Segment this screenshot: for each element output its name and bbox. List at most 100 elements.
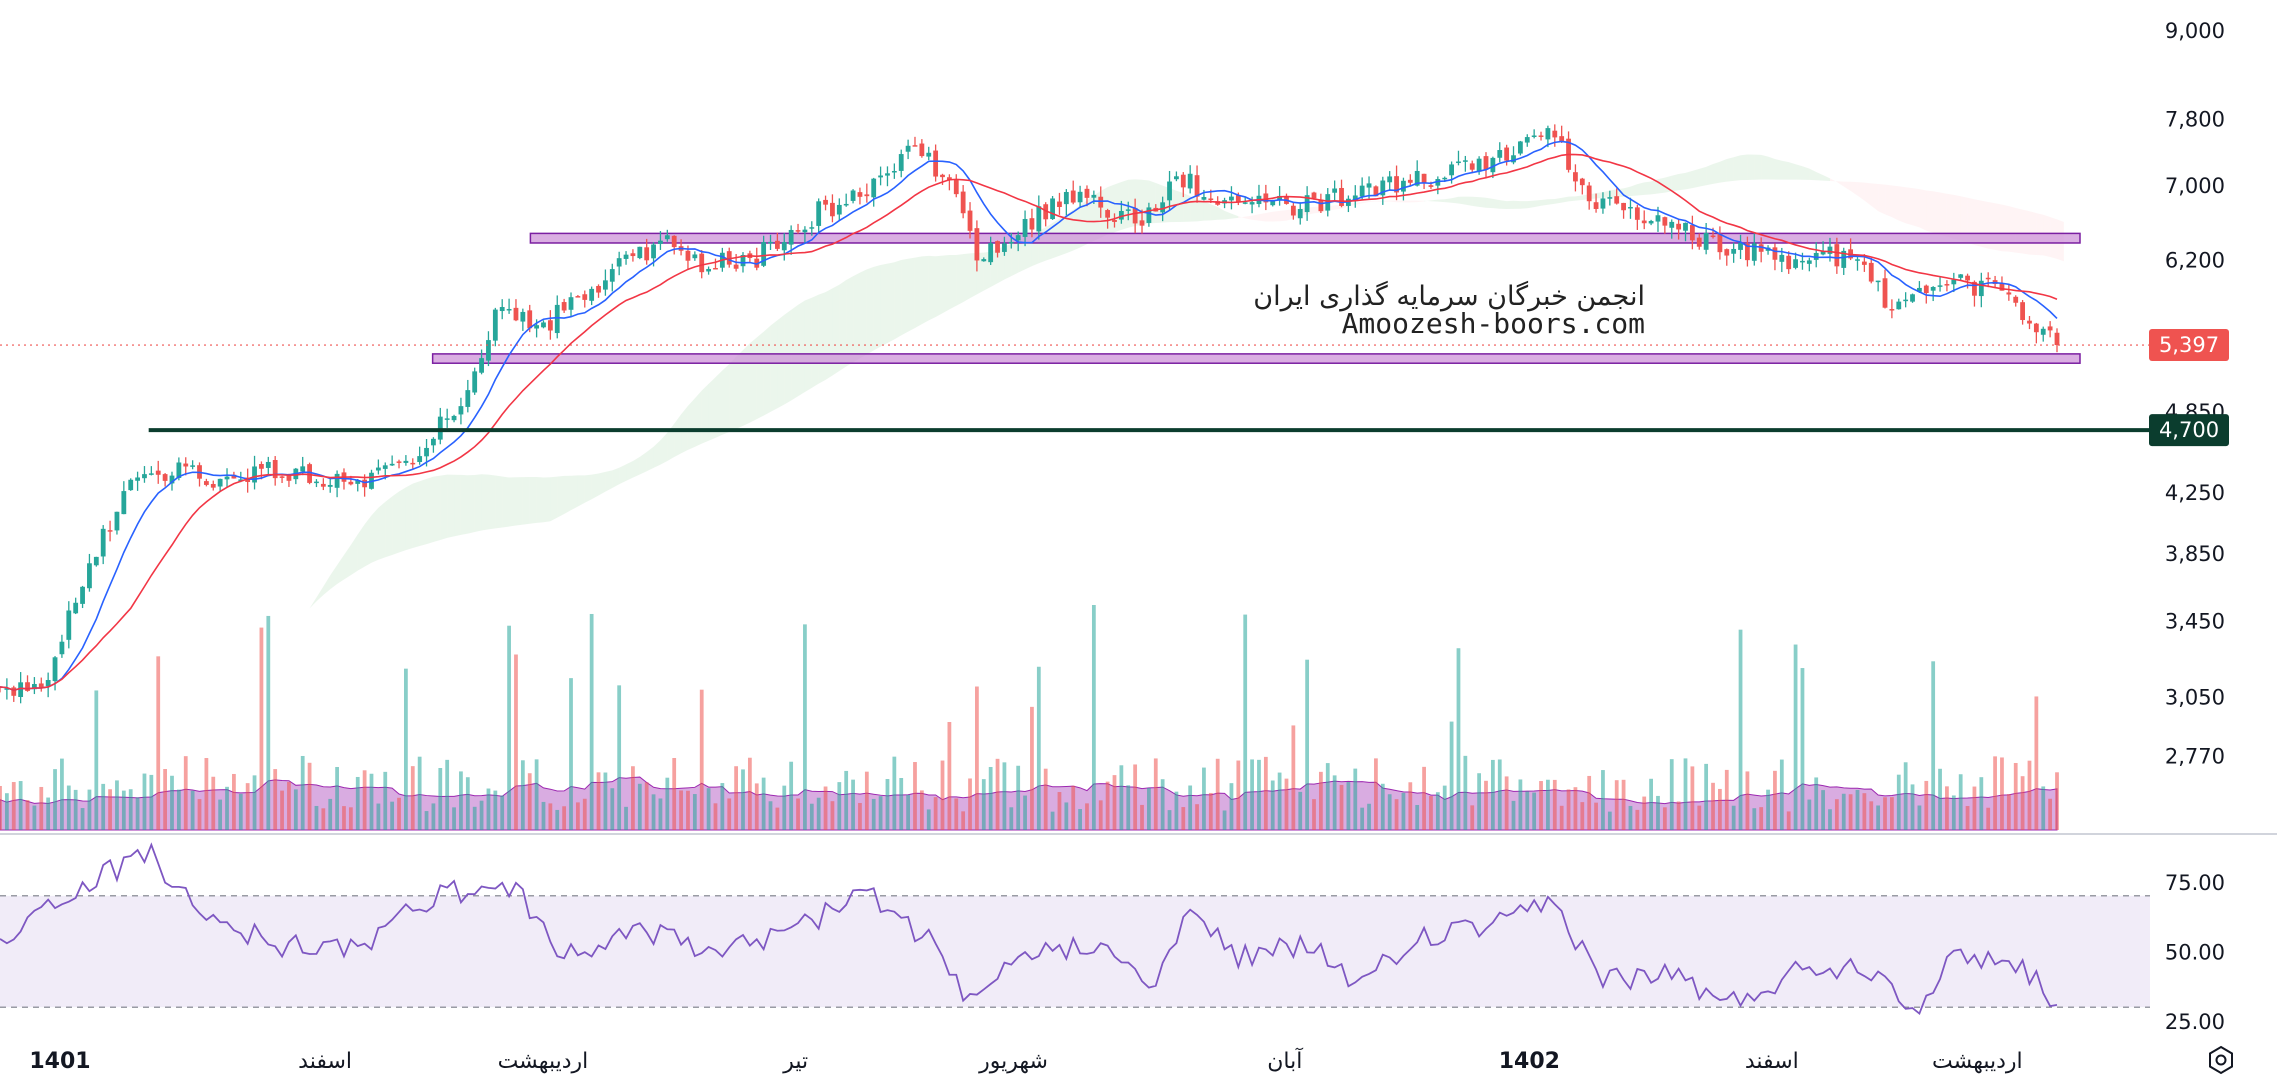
cloud-segment (811, 294, 819, 388)
volume-bar (417, 756, 422, 830)
candle (568, 292, 574, 317)
volume-bar (1662, 807, 1667, 830)
volume-bar (2000, 757, 2004, 830)
rsi-tick-label: 25.00 (2165, 1010, 2225, 1034)
cloud-segment (1671, 173, 1679, 192)
candle (1855, 255, 1860, 271)
candle (1937, 276, 1943, 292)
candle (1793, 252, 1798, 270)
cloud-segment (392, 491, 400, 555)
cloud-segment (873, 265, 881, 351)
rsi-axis[interactable]: 75.00 50.00 25.00 (2165, 871, 2225, 1034)
candle (1194, 165, 1200, 203)
cloud-segment (343, 545, 351, 580)
volume-bar (637, 783, 642, 830)
volume-bar (1745, 771, 1750, 830)
volume-bar (1779, 759, 1784, 830)
candle (1352, 185, 1358, 208)
volume-bar (142, 773, 147, 830)
time-axis[interactable]: 1401 اسفند اردیبهشت تیر شهریور آبان 1402 اسفند ا… (29, 1047, 2022, 1074)
cloud-segment (619, 464, 627, 485)
candle (809, 221, 815, 236)
time-tick-label: شهریور (978, 1049, 1048, 1074)
cloud-segment (447, 474, 455, 538)
volume-bar (933, 797, 938, 830)
volume-bar (720, 783, 725, 830)
volume-bar (2020, 776, 2025, 830)
cloud-segment (694, 390, 702, 447)
volume-bar (1580, 802, 1585, 830)
candle (726, 247, 732, 268)
cloud-segment (426, 476, 434, 545)
candle (1772, 243, 1778, 271)
candle (217, 478, 223, 492)
volume-bar (569, 678, 573, 830)
cloud-segment (853, 272, 860, 363)
candle (114, 511, 120, 535)
volume-bar (1559, 805, 1564, 830)
candle (878, 166, 883, 186)
candle (1029, 208, 1035, 238)
volume-bar (2027, 760, 2032, 830)
candle (1098, 186, 1104, 218)
volume-bar (1009, 807, 1014, 830)
cloud-segment (330, 565, 338, 590)
cloud-segment (825, 288, 833, 380)
volume-bar (500, 795, 505, 830)
cloud-segment (481, 474, 489, 531)
volume-bar (2041, 786, 2046, 830)
volume-bar (287, 781, 291, 830)
volume-bar (390, 801, 395, 830)
volume-bar (1043, 768, 1048, 830)
cloud-segment (1018, 237, 1026, 273)
cloud-segment (1238, 216, 1246, 219)
cloud-segment (509, 477, 516, 527)
cloud-segment (1513, 200, 1521, 209)
volume-bar (410, 766, 415, 830)
cloud-segment (1210, 204, 1218, 221)
candle (823, 195, 828, 211)
cloud-segment (859, 269, 867, 359)
cloud-segment (1355, 202, 1363, 205)
volume-bar (225, 786, 229, 830)
volume-bar (94, 690, 99, 830)
cloud-segment (1252, 214, 1259, 221)
candle (190, 460, 196, 470)
volume-bar (1147, 787, 1151, 830)
cloud-segment (1754, 154, 1762, 180)
cloud-segment (935, 255, 943, 318)
volume-bar (1023, 795, 1027, 830)
cloud-segment (199, 688, 207, 689)
cloud-segment (674, 414, 682, 458)
settings-icon[interactable] (2209, 1045, 2233, 1075)
volume-bar (369, 773, 374, 830)
volume-bar (238, 793, 243, 830)
cloud-segment (1389, 200, 1397, 203)
volume-bar (1718, 788, 1722, 830)
candle (458, 397, 464, 425)
volume-bar (1456, 648, 1461, 830)
candle (988, 236, 994, 265)
candle (2054, 328, 2060, 353)
candle (1167, 170, 1172, 211)
candle (981, 257, 987, 262)
volume-bar (348, 807, 353, 830)
candle (1834, 237, 1840, 274)
candle (1538, 131, 1544, 141)
candle (609, 263, 615, 292)
cloud-segment (536, 477, 544, 523)
volume-bar (816, 797, 821, 830)
price-axis[interactable]: 9,0007,8007,0006,2004,8504,2503,8503,450… (2165, 19, 2225, 769)
volume-bar (1525, 791, 1530, 830)
cloud-segment (1850, 181, 1858, 196)
volume-bar (610, 788, 615, 830)
cloud-segment (646, 446, 654, 472)
volume-bar (555, 809, 560, 830)
candle (11, 685, 17, 702)
cloud-segment (1203, 201, 1211, 221)
volume-bar (975, 686, 979, 830)
rsi-tick-label: 75.00 (2165, 871, 2225, 895)
cloud-segment (928, 255, 936, 321)
volume-bar (108, 789, 112, 830)
